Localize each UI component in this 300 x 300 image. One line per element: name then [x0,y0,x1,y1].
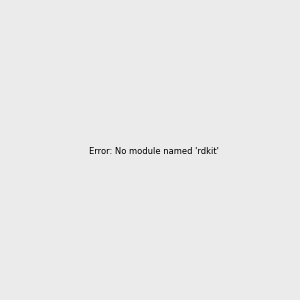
Text: Error: No module named 'rdkit': Error: No module named 'rdkit' [89,147,219,156]
